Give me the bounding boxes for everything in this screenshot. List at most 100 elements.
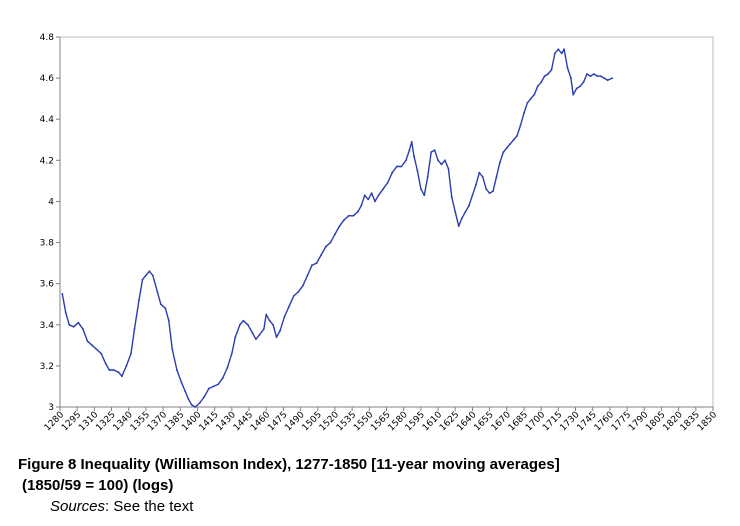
data-point xyxy=(324,245,327,248)
data-point xyxy=(251,332,254,334)
data-point xyxy=(234,336,237,338)
data-point xyxy=(433,149,436,152)
data-point xyxy=(263,328,265,330)
data-point xyxy=(77,321,80,324)
data-point xyxy=(440,163,443,166)
y-tick-label: 4.8 xyxy=(40,33,55,43)
data-point xyxy=(347,214,350,217)
data-point xyxy=(338,225,341,228)
sources-label: Sources xyxy=(50,498,106,515)
data-point xyxy=(471,194,474,197)
sources-text: : See the text xyxy=(105,498,194,515)
data-point xyxy=(430,151,433,154)
data-point xyxy=(410,140,413,143)
data-point xyxy=(589,75,592,77)
data-point xyxy=(311,264,313,267)
data-point xyxy=(488,192,491,195)
data-point xyxy=(363,194,366,197)
data-point xyxy=(563,48,565,51)
data-point xyxy=(283,315,286,318)
data-point xyxy=(454,210,457,213)
data-point xyxy=(444,159,446,162)
data-point xyxy=(603,77,606,79)
data-point xyxy=(343,219,345,221)
data-point xyxy=(164,307,167,310)
data-point xyxy=(367,198,370,201)
data-point xyxy=(95,348,98,351)
data-point xyxy=(475,184,477,186)
data-point xyxy=(360,204,363,207)
y-tick-label: 4.2 xyxy=(40,156,54,166)
data-point xyxy=(100,352,103,355)
data-point xyxy=(91,344,93,347)
data-point xyxy=(599,75,602,77)
data-point xyxy=(187,397,190,400)
data-point xyxy=(420,188,422,191)
data-point xyxy=(141,278,144,281)
data-point xyxy=(579,85,581,88)
data-point xyxy=(478,171,481,174)
data-point xyxy=(566,66,569,69)
data-point xyxy=(370,192,373,195)
data-point xyxy=(593,73,595,75)
data-point xyxy=(184,389,186,392)
data-point xyxy=(194,406,197,408)
plot-area xyxy=(59,36,714,408)
data-point xyxy=(242,319,245,322)
data-point xyxy=(247,323,249,326)
data-point xyxy=(203,395,206,398)
data-point xyxy=(485,188,488,191)
data-point xyxy=(125,365,128,367)
data-point xyxy=(437,159,439,162)
data-point xyxy=(258,334,261,336)
data-point xyxy=(519,124,522,127)
data-point xyxy=(148,270,151,273)
data-point xyxy=(117,371,120,373)
data-point xyxy=(176,369,178,371)
data-point xyxy=(268,319,271,322)
data-point xyxy=(492,190,494,193)
data-point xyxy=(377,194,380,197)
data-point xyxy=(221,377,224,380)
data-point xyxy=(180,381,183,384)
data-point xyxy=(536,85,539,88)
data-point xyxy=(529,97,532,100)
data-point xyxy=(582,81,585,84)
data-point xyxy=(481,175,484,178)
data-point xyxy=(550,69,553,71)
data-point xyxy=(560,52,563,55)
y-tick-label: 3.4 xyxy=(40,321,55,331)
data-point xyxy=(212,385,215,388)
data-point xyxy=(306,274,309,277)
data-point xyxy=(217,383,220,386)
data-point xyxy=(138,299,140,301)
data-point xyxy=(423,194,426,197)
data-point xyxy=(315,262,318,264)
data-point xyxy=(413,155,415,158)
x-tick-label: 1850 xyxy=(696,410,719,433)
y-tick-label: 4 xyxy=(48,197,54,207)
data-point xyxy=(382,188,384,191)
y-tick-label: 3.8 xyxy=(40,239,55,249)
data-point xyxy=(226,367,229,369)
data-point xyxy=(512,138,515,141)
y-tick-label: 4.4 xyxy=(40,115,55,125)
y-tick-label: 3 xyxy=(48,403,54,413)
data-point xyxy=(447,167,450,170)
data-point xyxy=(426,175,429,178)
data-point xyxy=(82,328,84,330)
data-point xyxy=(395,165,398,168)
data-point xyxy=(108,369,111,371)
data-point xyxy=(586,73,588,75)
data-point xyxy=(540,81,543,84)
caption-subtitle: (1850/59 = 100) (logs) xyxy=(22,477,174,494)
data-point xyxy=(112,369,115,371)
data-point xyxy=(208,387,210,390)
y-tick-label: 3.2 xyxy=(40,362,54,372)
data-point xyxy=(151,274,154,277)
data-point xyxy=(167,319,170,322)
line-chart-svg: 33.23.43.63.844.24.44.64.812801295131013… xyxy=(40,33,720,433)
data-point xyxy=(329,241,332,244)
data-point xyxy=(130,352,132,355)
data-point xyxy=(159,303,162,306)
